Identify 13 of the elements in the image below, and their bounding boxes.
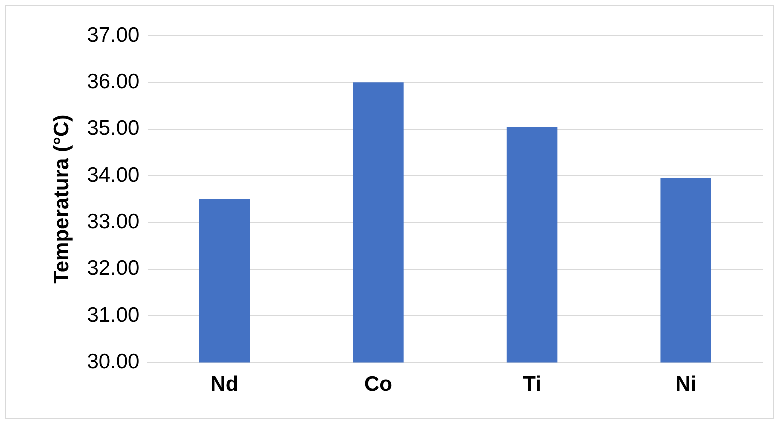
y-axis-title: Temperatura (°C) <box>50 114 74 284</box>
x-tick-label: Co <box>364 373 392 396</box>
y-tick-label: 31.00 <box>87 304 140 327</box>
y-tick-label: 37.00 <box>87 24 140 47</box>
x-tick-label: Nd <box>210 373 239 396</box>
x-tick-label: Ni <box>676 373 697 396</box>
x-tick-label: Ti <box>523 373 542 396</box>
y-tick-label: 33.00 <box>87 210 140 234</box>
y-tick-label: 34.00 <box>87 164 140 187</box>
y-tick-label: 30.00 <box>87 350 140 374</box>
y-tick-label: 32.00 <box>87 257 140 280</box>
y-tick-label: 35.00 <box>87 117 140 140</box>
y-tick-label: 36.00 <box>87 70 140 94</box>
